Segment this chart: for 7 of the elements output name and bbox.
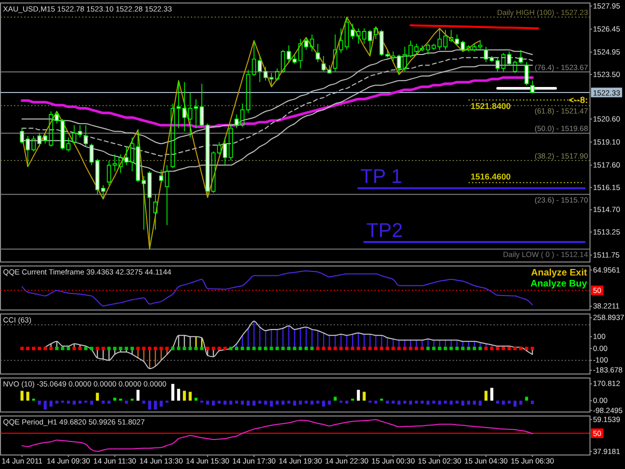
annotation: Analyze Buy	[530, 278, 588, 290]
series-label: TP 1	[360, 166, 402, 188]
series-label: 1521.8400	[470, 100, 512, 111]
series-label: TP2	[366, 220, 403, 242]
annotation: Analyze Exit	[531, 268, 588, 278]
series-label: 1516.4600	[470, 172, 512, 182]
annotation: <--8:	[568, 94, 588, 105]
